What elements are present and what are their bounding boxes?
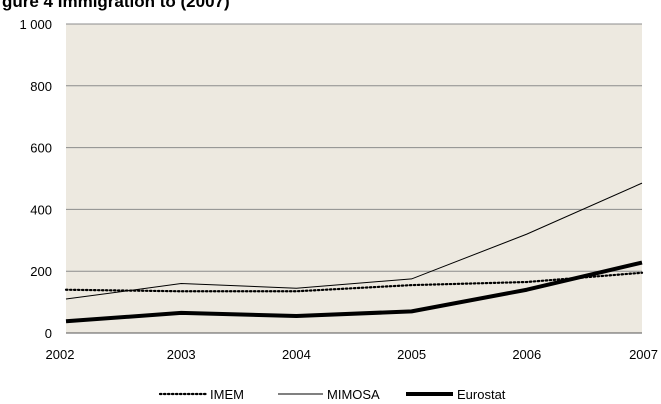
gridlines (66, 23, 642, 334)
x-tick-label: 2007 (629, 347, 658, 362)
series-line-mimosa (65, 182, 643, 300)
legend-item-eurostat: Eurostat (406, 387, 506, 402)
y-tick-label: 200 (30, 264, 52, 279)
legend-label: MIMOSA (327, 387, 380, 402)
y-tick-label: 400 (30, 202, 52, 217)
legend-label: IMEM (210, 387, 244, 402)
y-tick-label: 0 (45, 326, 52, 341)
series-line-imem (64, 271, 644, 293)
y-tick-label: 1 000 (19, 17, 52, 32)
legend: IMEM MIMOSA Eurostat (158, 387, 506, 402)
x-tick-label: 2005 (397, 347, 426, 362)
x-tick-label: 2003 (167, 347, 196, 362)
plot-area (66, 24, 642, 333)
series-lines (64, 182, 644, 324)
chart-title: gure 4 Immigration to (2007) (2, 0, 230, 11)
y-tick-label: 800 (30, 79, 52, 94)
legend-item-mimosa: MIMOSA (278, 387, 380, 402)
series-line-eurostat (65, 260, 643, 324)
y-tick-label: 600 (30, 141, 52, 156)
x-tick-label: 2004 (282, 347, 311, 362)
x-tick-label: 2006 (512, 347, 541, 362)
x-tick-label: 2002 (46, 347, 75, 362)
y-axis-tick-labels: 0 200 400 600 800 1 000 (19, 17, 52, 341)
legend-label: Eurostat (457, 387, 506, 402)
x-axis-tick-labels: 2002 2003 2004 2005 2006 2007 (46, 347, 658, 362)
legend-item-imem: IMEM (158, 387, 244, 402)
